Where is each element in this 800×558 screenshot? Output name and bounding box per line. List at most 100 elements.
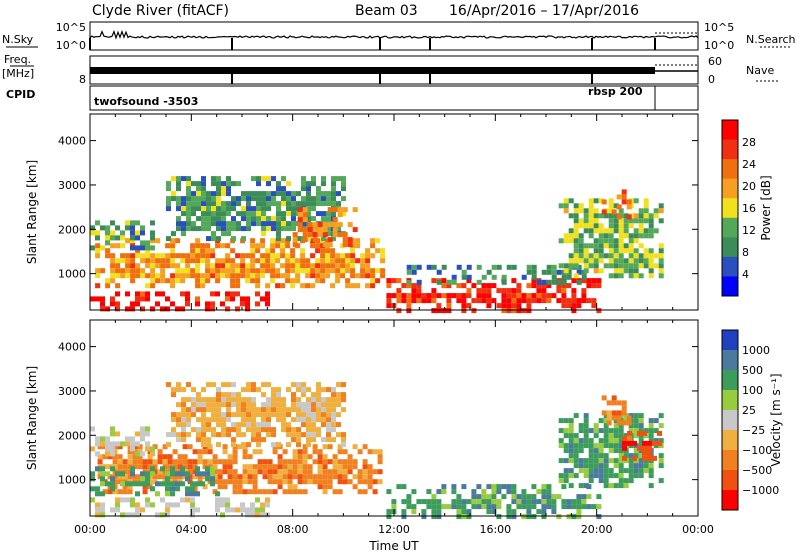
nsky-right-bottom: 10^0: [704, 39, 734, 52]
data-cell: [446, 303, 452, 309]
data-cell: [120, 268, 126, 274]
freq-strip: Freq. [MHz] 8 60 0 Nave: [2, 53, 780, 86]
data-cell: [137, 459, 143, 465]
data-cell: [242, 464, 248, 470]
data-cell: [556, 279, 562, 285]
data-cell: [272, 469, 278, 475]
data-cell: [100, 512, 105, 518]
data-cell: [311, 427, 316, 433]
data-cell: [100, 471, 105, 477]
data-cell: [531, 278, 537, 284]
data-cell: [210, 466, 215, 472]
data-cell: [115, 306, 120, 312]
data-cell: [216, 387, 221, 393]
data-cell: [623, 468, 629, 474]
data-cell: [165, 481, 170, 487]
data-cell: [416, 264, 422, 270]
data-cell: [506, 484, 512, 490]
data-cell: [658, 423, 664, 429]
data-cell: [431, 514, 437, 520]
data-cell: [345, 263, 351, 269]
data-cell: [120, 258, 126, 264]
data-cell: [285, 263, 291, 269]
data-cell: [277, 484, 283, 490]
data-cell: [276, 201, 281, 207]
data-cell: [436, 504, 442, 510]
data-cell: [311, 437, 316, 443]
data-cell: [573, 463, 579, 469]
data-cell: [201, 196, 206, 202]
data-cell: [216, 417, 221, 423]
data-cell: [613, 268, 619, 274]
data-cell: [320, 273, 326, 279]
data-cell: [112, 479, 118, 485]
data-cell: [185, 253, 191, 259]
data-cell: [221, 417, 226, 423]
data-cell: [181, 432, 186, 438]
data-cell: [603, 263, 609, 269]
data-cell: [330, 263, 336, 269]
data-cell: [221, 397, 226, 403]
data-cell: [608, 213, 614, 219]
data-cell: [276, 236, 281, 242]
data-cell: [326, 407, 331, 413]
data-cell: [621, 199, 627, 205]
data-cell: [95, 243, 101, 249]
data-cell: [282, 474, 288, 480]
data-cell: [342, 459, 348, 465]
data-cell: [302, 232, 308, 238]
data-cell: [571, 278, 577, 284]
data-cell: [125, 220, 130, 226]
data-cell: [658, 478, 664, 484]
data-cell: [573, 433, 579, 439]
data-cell: [135, 301, 140, 307]
data-cell: [171, 176, 176, 182]
data-cell: [165, 476, 170, 482]
data-cell: [370, 278, 376, 284]
data-cell: [181, 397, 186, 403]
data-cell: [112, 459, 118, 465]
data-cell: [90, 230, 95, 236]
data-cell: [461, 499, 467, 505]
data-cell: [327, 444, 333, 450]
data-cell: [195, 471, 200, 477]
data-cell: [306, 216, 311, 222]
data-cell: [287, 484, 293, 490]
data-cell: [247, 454, 253, 460]
data-cell: [551, 264, 557, 270]
data-cell: [372, 479, 378, 485]
data-cell: [626, 415, 632, 421]
colorbar-swatch: [722, 430, 738, 451]
data-cell: [120, 497, 125, 503]
data-cell: [638, 258, 644, 264]
station-title: Clyde River (fitACF): [92, 3, 229, 19]
data-cell: [132, 459, 138, 465]
data-cell: [573, 203, 579, 209]
data-cell: [195, 283, 201, 289]
data-cell: [221, 181, 226, 187]
data-cell: [342, 479, 348, 485]
data-cell: [145, 481, 150, 487]
data-cell: [211, 176, 216, 182]
data-cell: [342, 242, 348, 248]
data-cell: [546, 499, 552, 505]
data-cell: [292, 459, 298, 465]
nsky-line: [89, 29, 699, 40]
data-cell: [252, 489, 258, 495]
data-cell: [598, 473, 604, 479]
data-cell: [633, 268, 639, 274]
data-cell: [501, 484, 507, 490]
data-cell: [648, 273, 654, 279]
data-cell: [115, 301, 120, 307]
x-tick-label: 20:00: [581, 523, 613, 536]
data-cell: [583, 228, 589, 234]
data-cell: [476, 288, 482, 294]
data-cell: [441, 264, 447, 270]
data-cell: [350, 268, 356, 274]
data-cell: [145, 291, 150, 297]
data-cell: [281, 427, 286, 433]
data-cell: [192, 449, 198, 455]
data-cell: [200, 248, 206, 254]
data-cell: [386, 293, 392, 299]
